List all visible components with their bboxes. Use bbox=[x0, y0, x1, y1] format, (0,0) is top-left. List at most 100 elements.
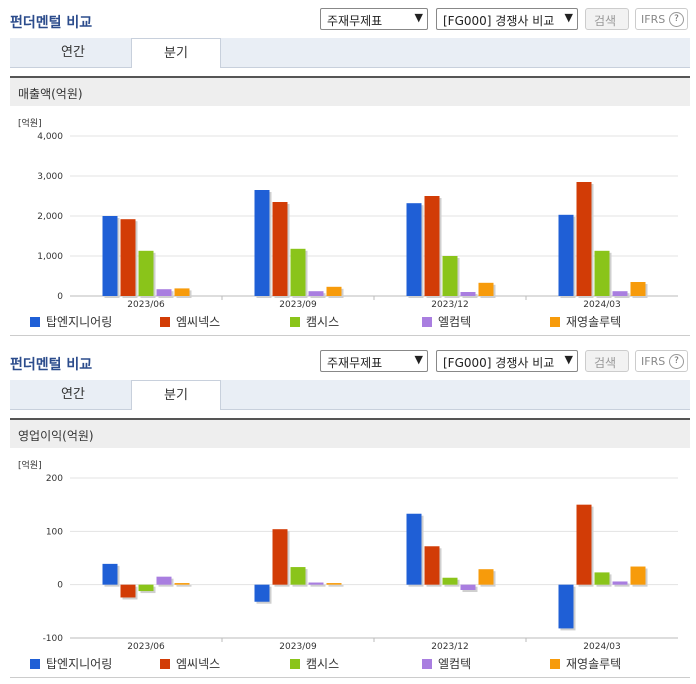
bar bbox=[326, 286, 342, 296]
tab-quarterly[interactable]: 분기 bbox=[131, 38, 221, 68]
x-tick-label: 2023/12 bbox=[431, 642, 468, 650]
y-axis-unit-label: [억원] bbox=[18, 117, 42, 129]
legend-item[interactable]: 캠시스 bbox=[290, 655, 339, 672]
legend-swatch bbox=[422, 317, 432, 327]
y-tick-label: 100 bbox=[46, 527, 63, 537]
x-tick-label: 2024/03 bbox=[583, 300, 620, 308]
bar bbox=[630, 282, 646, 296]
legend-label: 엠씨넥스 bbox=[176, 657, 221, 671]
legend-label: 캠시스 bbox=[306, 657, 340, 671]
y-tick-label: 1,000 bbox=[37, 252, 63, 262]
statement-select-value: 주재무제표 bbox=[327, 356, 383, 370]
bar bbox=[254, 190, 270, 296]
bar bbox=[174, 288, 190, 296]
legend-item[interactable]: 캠시스 bbox=[290, 313, 339, 330]
section-header: 펀더멘털 비교 주재무제표 ▼ [FG000] 경쟁사 비교 ▼ 검색 IFRS… bbox=[0, 342, 696, 380]
tab-annual[interactable]: 연간 bbox=[61, 45, 85, 60]
legend-label: 탑엔지니어링 bbox=[46, 315, 113, 329]
tab-quarterly[interactable]: 분기 bbox=[131, 380, 221, 410]
x-tick-label: 2023/12 bbox=[431, 300, 468, 308]
bar bbox=[576, 182, 592, 296]
legend-label: 엘컴텍 bbox=[438, 657, 472, 671]
y-tick-label: 200 bbox=[46, 474, 63, 484]
legend-item[interactable]: 탑엔지니어링 bbox=[30, 313, 112, 330]
search-button[interactable]: 검색 bbox=[585, 350, 629, 372]
compare-select[interactable]: [FG000] 경쟁사 비교 ▼ bbox=[436, 350, 578, 372]
divider bbox=[10, 335, 690, 336]
ifrs-label: IFRS bbox=[641, 355, 666, 368]
section-title: 펀더멘털 비교 bbox=[10, 15, 93, 31]
ifrs-help-button[interactable]: IFRS ? bbox=[635, 8, 688, 30]
bar bbox=[442, 256, 458, 296]
statement-select[interactable]: 주재무제표 ▼ bbox=[320, 350, 428, 372]
x-tick-label: 2023/06 bbox=[127, 642, 165, 650]
question-icon: ? bbox=[669, 12, 684, 27]
chevron-down-icon: ▼ bbox=[564, 353, 573, 366]
sales-chart: [억원] 0 1,000 2,000 3,000 4,000 2023/06 2023/09 2… bbox=[10, 108, 690, 329]
tab-annual[interactable]: 연간 bbox=[61, 387, 85, 402]
statement-select[interactable]: 주재무제표 ▼ bbox=[320, 8, 428, 30]
bar bbox=[424, 546, 440, 585]
legend-item[interactable]: 엘컴텍 bbox=[422, 655, 471, 672]
bar bbox=[290, 248, 306, 296]
legend-swatch bbox=[550, 317, 560, 327]
legend-item[interactable]: 탑엔지니어링 bbox=[30, 655, 112, 672]
bar bbox=[272, 202, 288, 296]
legend-swatch bbox=[290, 659, 300, 669]
operating-profit-chart: [억원] -100 0 100 200 2023/06 2023/09 2023/12 2024… bbox=[10, 450, 690, 671]
legend-label: 캠시스 bbox=[306, 315, 340, 329]
bar bbox=[612, 581, 628, 585]
chart-legend: 탑엔지니어링 엠씨넥스 캠시스 엘컴텍 재영솔루텍 bbox=[30, 655, 690, 671]
legend-item[interactable]: 엠씨넥스 bbox=[160, 313, 220, 330]
ifrs-help-button[interactable]: IFRS ? bbox=[635, 350, 688, 372]
bar bbox=[594, 572, 610, 585]
bar bbox=[460, 292, 476, 296]
bar bbox=[594, 250, 610, 296]
divider bbox=[10, 677, 690, 678]
x-tick-label: 2024/03 bbox=[583, 642, 620, 650]
compare-select-value: [FG000] 경쟁사 비교 bbox=[443, 356, 555, 370]
legend-swatch bbox=[550, 659, 560, 669]
operating-profit-chart-svg: [억원] -100 0 100 200 2023/06 2023/09 2023/12 2024… bbox=[18, 459, 678, 650]
chevron-down-icon: ▼ bbox=[414, 353, 423, 366]
bar bbox=[272, 529, 288, 585]
bar bbox=[308, 582, 324, 585]
legend-swatch bbox=[160, 659, 170, 669]
section-title: 펀더멘털 비교 bbox=[10, 357, 93, 373]
bar-shadow bbox=[328, 585, 344, 587]
legend-item[interactable]: 재영솔루텍 bbox=[550, 655, 621, 672]
y-tick-label: 2,000 bbox=[37, 212, 63, 222]
x-tick-label: 2023/09 bbox=[279, 300, 317, 308]
bar bbox=[156, 289, 172, 296]
bar bbox=[326, 583, 342, 585]
legend-item[interactable]: 엠씨넥스 bbox=[160, 655, 220, 672]
section-header: 펀더멘털 비교 주재무제표 ▼ [FG000] 경쟁사 비교 ▼ 검색 IFRS… bbox=[0, 0, 696, 38]
bar bbox=[558, 214, 574, 296]
fundamental-section-operating-profit: 펀더멘털 비교 주재무제표 ▼ [FG000] 경쟁사 비교 ▼ 검색 IFRS… bbox=[0, 342, 696, 671]
bar bbox=[558, 584, 574, 629]
y-tick-label: 4,000 bbox=[37, 132, 63, 142]
bar bbox=[478, 282, 494, 296]
legend-item[interactable]: 재영솔루텍 bbox=[550, 313, 621, 330]
x-tick-label: 2023/09 bbox=[279, 642, 317, 650]
bar bbox=[254, 584, 270, 602]
y-tick-label: 3,000 bbox=[37, 172, 63, 182]
ifrs-label: IFRS bbox=[641, 13, 666, 26]
legend-item[interactable]: 엘컴텍 bbox=[422, 313, 471, 330]
bar bbox=[406, 513, 422, 585]
statement-select-value: 주재무제표 bbox=[327, 14, 383, 28]
bar bbox=[120, 219, 136, 296]
bar bbox=[120, 584, 136, 598]
bar-shadow bbox=[310, 584, 326, 587]
period-tabs: 연간 분기 bbox=[10, 38, 690, 68]
legend-swatch bbox=[30, 317, 40, 327]
bar-shadow bbox=[176, 585, 192, 587]
legend-label: 엘컴텍 bbox=[438, 315, 472, 329]
legend-label: 엠씨넥스 bbox=[176, 315, 221, 329]
y-tick-label: 0 bbox=[57, 581, 63, 591]
period-tabs: 연간 분기 bbox=[10, 380, 690, 410]
compare-select[interactable]: [FG000] 경쟁사 비교 ▼ bbox=[436, 8, 578, 30]
bar bbox=[406, 203, 422, 296]
search-button[interactable]: 검색 bbox=[585, 8, 629, 30]
bar bbox=[612, 291, 628, 296]
